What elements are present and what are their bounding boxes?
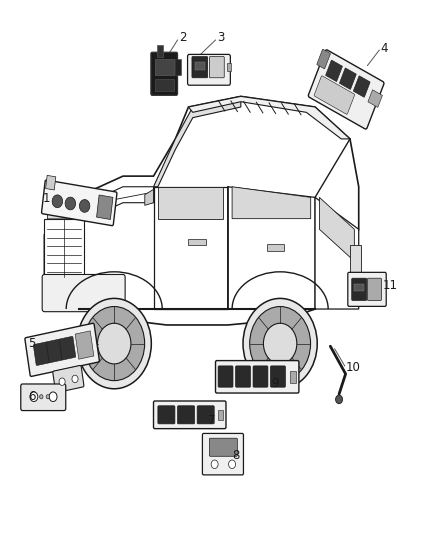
Polygon shape [315, 197, 359, 309]
FancyBboxPatch shape [33, 342, 50, 366]
Bar [194, 62, 205, 70]
Circle shape [52, 195, 63, 208]
FancyBboxPatch shape [317, 49, 330, 69]
Polygon shape [228, 187, 315, 309]
FancyBboxPatch shape [42, 274, 125, 312]
Polygon shape [153, 187, 228, 309]
Bar [46, 197, 77, 219]
FancyBboxPatch shape [215, 361, 299, 393]
Text: 6: 6 [28, 390, 35, 403]
Circle shape [30, 392, 38, 401]
Circle shape [336, 395, 343, 403]
Polygon shape [145, 189, 153, 205]
Bar [227, 63, 231, 71]
Bar [156, 45, 163, 56]
Bar [188, 239, 206, 245]
FancyBboxPatch shape [25, 324, 99, 376]
FancyBboxPatch shape [42, 180, 117, 225]
Circle shape [79, 199, 90, 212]
Bar [350, 245, 361, 277]
Polygon shape [188, 96, 350, 139]
FancyBboxPatch shape [253, 366, 268, 387]
FancyBboxPatch shape [153, 401, 226, 429]
FancyBboxPatch shape [209, 438, 237, 456]
FancyBboxPatch shape [339, 68, 356, 90]
Bar [96, 195, 113, 220]
Circle shape [84, 306, 145, 381]
FancyBboxPatch shape [187, 54, 230, 85]
Circle shape [46, 394, 49, 399]
Bar [155, 79, 174, 91]
Bar [218, 410, 223, 419]
Circle shape [39, 394, 43, 399]
Polygon shape [232, 187, 311, 219]
Text: 8: 8 [232, 449, 240, 462]
FancyBboxPatch shape [151, 52, 177, 95]
Bar [46, 175, 56, 190]
FancyBboxPatch shape [353, 76, 370, 97]
FancyBboxPatch shape [367, 278, 381, 301]
FancyBboxPatch shape [209, 56, 224, 78]
Bar [290, 371, 296, 383]
Text: 3: 3 [217, 31, 224, 44]
Circle shape [65, 197, 76, 210]
Bar [62, 199, 75, 218]
Text: 5: 5 [28, 337, 35, 350]
Text: 2: 2 [179, 31, 186, 44]
FancyBboxPatch shape [192, 56, 208, 78]
Bar [75, 331, 94, 359]
Circle shape [49, 392, 57, 401]
Circle shape [243, 298, 317, 389]
Circle shape [263, 323, 297, 364]
Bar [47, 199, 60, 218]
Text: 9: 9 [272, 377, 279, 390]
Bar [267, 244, 285, 251]
FancyBboxPatch shape [53, 366, 84, 392]
Text: 11: 11 [383, 279, 398, 292]
Circle shape [229, 460, 236, 469]
Text: 10: 10 [346, 361, 360, 374]
Text: 7: 7 [208, 414, 215, 427]
Polygon shape [153, 96, 241, 187]
FancyBboxPatch shape [21, 384, 66, 410]
Circle shape [98, 323, 131, 364]
Polygon shape [44, 96, 359, 325]
FancyBboxPatch shape [271, 366, 286, 387]
Circle shape [72, 375, 78, 383]
FancyBboxPatch shape [202, 433, 244, 475]
Polygon shape [62, 187, 153, 240]
Circle shape [250, 306, 311, 381]
Bar [175, 59, 180, 75]
FancyBboxPatch shape [158, 406, 175, 424]
Polygon shape [158, 187, 223, 219]
FancyBboxPatch shape [236, 366, 251, 387]
Circle shape [211, 460, 218, 469]
FancyBboxPatch shape [59, 336, 76, 360]
Circle shape [59, 378, 65, 385]
FancyBboxPatch shape [218, 366, 233, 387]
FancyBboxPatch shape [197, 406, 214, 424]
Text: 1: 1 [42, 192, 49, 205]
FancyBboxPatch shape [177, 406, 194, 424]
FancyBboxPatch shape [348, 272, 386, 306]
Bar [44, 219, 84, 277]
Polygon shape [319, 197, 354, 261]
FancyBboxPatch shape [326, 60, 343, 82]
FancyBboxPatch shape [314, 76, 355, 114]
Text: 4: 4 [381, 42, 388, 55]
Bar [368, 90, 382, 108]
FancyBboxPatch shape [46, 339, 63, 363]
FancyBboxPatch shape [308, 50, 384, 129]
Bar [354, 284, 364, 292]
FancyBboxPatch shape [352, 278, 367, 301]
Circle shape [77, 298, 151, 389]
Bar [155, 59, 174, 75]
